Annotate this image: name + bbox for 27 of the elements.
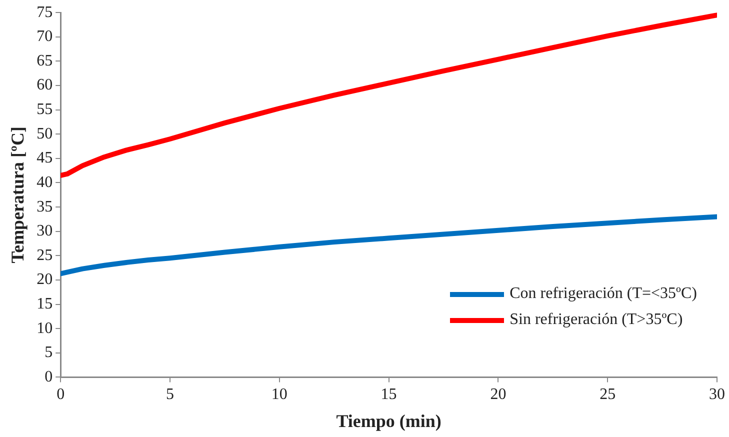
y-tick-label: 45 — [36, 150, 53, 167]
x-tick-label: 15 — [380, 386, 397, 404]
x-tick-label: 5 — [166, 386, 174, 404]
y-tick-label: 5 — [44, 344, 53, 362]
y-tick-label: 55 — [36, 101, 53, 118]
y-tick-label: 75 — [36, 4, 53, 21]
legend-label: Sin refrigeración (T>35ºC) — [510, 311, 683, 330]
y-tick-label: 70 — [36, 28, 53, 46]
y-tick-label: 35 — [36, 198, 53, 216]
x-tick-label: 10 — [271, 386, 288, 404]
y-tick-label: 30 — [36, 222, 53, 240]
y-tick-label: 60 — [36, 76, 53, 94]
y-tick-label: 10 — [36, 320, 53, 337]
x-axis-title: Tiempo (min) — [336, 410, 442, 431]
x-tick-label: 30 — [709, 386, 725, 404]
x-tick-label: 0 — [56, 386, 65, 404]
x-tick-label: 20 — [490, 386, 506, 404]
y-tick-label: 15 — [36, 295, 53, 312]
y-tick-label: 20 — [36, 271, 53, 288]
y-tick-label: 25 — [36, 246, 53, 264]
y-tick-label: 0 — [44, 368, 53, 386]
y-axis-title: Temperatura [ºC] — [7, 126, 28, 264]
y-tick-label: 50 — [36, 125, 53, 142]
y-tick-label: 40 — [36, 174, 53, 191]
legend-label: Con refrigeración (T=<35ºC) — [510, 285, 697, 304]
x-tick-label: 25 — [600, 386, 616, 404]
y-tick-label: 65 — [36, 52, 53, 70]
